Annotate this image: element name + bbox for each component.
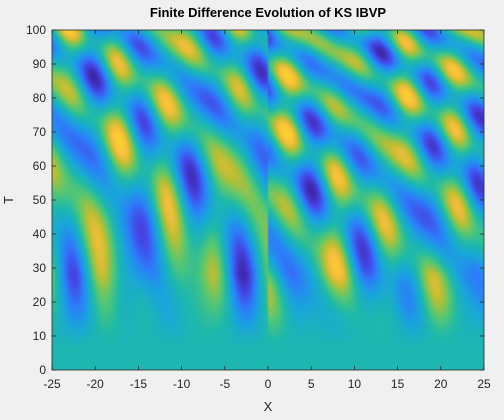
x-tick-label: -20: [87, 377, 105, 391]
x-axis: -25 -20 -15 -10 -5 0 5 10 15 20 25: [43, 30, 491, 391]
y-tick-label: 80: [33, 91, 47, 105]
x-tick-label: 0: [265, 377, 272, 391]
y-tick-label: 100: [26, 23, 46, 37]
x-tick-label: -15: [130, 377, 148, 391]
x-tick-label: 10: [348, 377, 362, 391]
y-tick-label: 10: [33, 329, 47, 343]
x-tick-label: 5: [308, 377, 315, 391]
y-tick-label: 90: [33, 57, 47, 71]
y-tick-label: 0: [39, 363, 46, 377]
heatmap-image: [52, 30, 484, 370]
y-tick-label: 60: [33, 159, 47, 173]
x-tick-label: -10: [173, 377, 191, 391]
x-tick-label: -25: [43, 377, 61, 391]
y-tick-label: 20: [33, 295, 47, 309]
chart-title: Finite Difference Evolution of KS IBVP: [150, 5, 387, 20]
y-tick-label: 40: [33, 227, 47, 241]
y-tick-label: 70: [33, 125, 47, 139]
x-tick-label: 15: [391, 377, 405, 391]
y-tick-label: 50: [33, 193, 47, 207]
y-axis-label: T: [1, 196, 16, 204]
x-tick-label: 25: [477, 377, 491, 391]
y-axis: 0 10 20 30 40 50 60 70 80 90 100: [26, 23, 484, 377]
x-tick-label: 20: [434, 377, 448, 391]
x-tick-label: -5: [219, 377, 230, 391]
y-tick-label: 30: [33, 261, 47, 275]
plot-area: [51, 29, 485, 371]
x-axis-label: X: [264, 399, 273, 414]
